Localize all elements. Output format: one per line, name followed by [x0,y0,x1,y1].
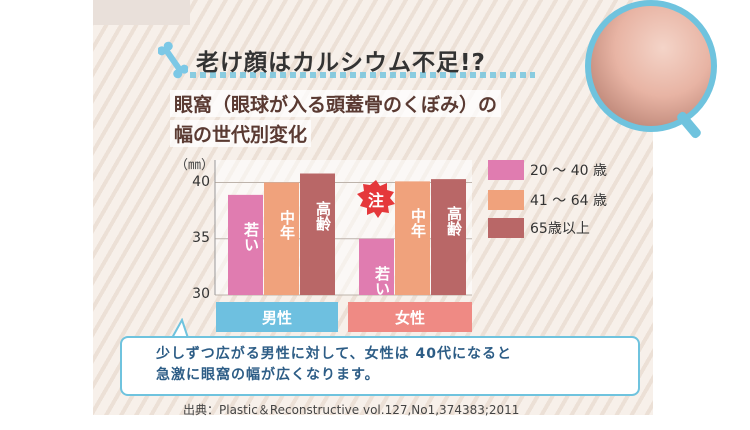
legend-item-senior: 65歳以上 [488,218,590,238]
note-badge: 注 [357,180,395,218]
group-label-male: 男性 [216,302,338,332]
bar-0-1 [264,182,299,295]
legend-label: 20 ～ 40 歳 [530,163,607,179]
legend-label: 41 ～ 64 歳 [530,193,607,209]
y-axis-unit: （㎜） [175,158,215,173]
legend-swatch [488,218,524,238]
y-tick-label: 35 [192,229,210,246]
bar-0-0 [228,194,263,295]
y-tick-label: 30 [192,286,210,302]
legend-label: 65歳以上 [530,221,590,237]
note-line1: 少しずつ広がる男性に対して、女性は 40代になると [156,346,512,362]
bar-1-2 [431,179,466,295]
bar-label: 中年 [409,208,427,239]
magnifier-photo [585,0,717,132]
chart-subtitle-line2: 幅の世代別変化 [170,120,312,147]
bone-icon [157,40,189,80]
bar-1-1 [395,181,430,295]
group-label-female: 女性 [348,302,472,332]
bar-label: 高齢 [314,200,332,231]
y-tick-label: 40 [192,173,210,190]
chart-subtitle-line1: 眼窩（眼球が入る頭蓋骨のくぼみ）の [170,90,502,117]
note-callout: 少しずつ広がる男性に対して、女性は 40代になると 急激に眼窩の幅が広くなります… [120,336,640,396]
bar-label: 高齢 [445,206,463,237]
page-title: 老け顔はカルシウム不足!? [196,50,486,76]
bar-label: 若い [373,265,391,296]
source-citation: 出典：Plastic＆Reconstructive vol.127,No1,37… [183,403,520,417]
note-line2: 急激に眼窩の幅が広くなります。 [156,367,380,383]
legend-item-middle: 41 ～ 64 歳 [488,190,607,210]
bar-label: 若い [242,221,260,252]
corner-block [93,0,190,25]
note-badge-text: 注 [367,191,384,210]
bar-1-0 [359,238,394,295]
bar-label: 中年 [278,209,296,240]
title-underline [190,72,535,78]
title-row: 老け顔はカルシウム不足!? [157,40,486,80]
legend-item-young: 20 ～ 40 歳 [488,160,607,180]
legend-swatch [488,160,524,180]
bar-0-2 [300,173,335,295]
legend-swatch [488,190,524,210]
